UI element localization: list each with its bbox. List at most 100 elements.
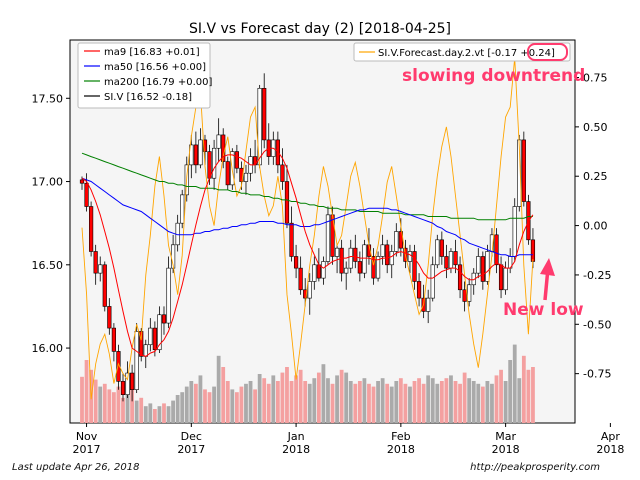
volume-bar	[471, 381, 476, 423]
volume-bar	[271, 375, 276, 423]
volume-bar	[380, 378, 385, 423]
volume-bar	[521, 355, 526, 423]
volume-bar	[312, 378, 317, 423]
indicator-lines	[81, 57, 534, 400]
volume-bar	[248, 381, 253, 423]
x-tick-label-year: 2017	[73, 443, 101, 456]
legend-left: ma9 [16.83 +0.01] ma50 [16.56 +0.00] ma200…	[77, 42, 212, 109]
volume-bar	[175, 395, 180, 423]
footer-last-update: Last update Apr 26, 2018	[12, 462, 140, 473]
volume-bar	[157, 406, 162, 423]
y-right-tick-label: -0.50	[583, 318, 611, 331]
y-right-tick-label: 0.00	[583, 220, 608, 233]
volume-bar	[462, 372, 467, 423]
volume-bar	[499, 369, 503, 423]
candle-body	[467, 284, 472, 302]
ma200-line	[81, 152, 533, 221]
volume-bar	[490, 383, 494, 423]
candle-body	[243, 172, 249, 182]
candle-body	[448, 251, 454, 269]
volume-bar	[307, 383, 312, 423]
x-tick-label-month: Feb	[391, 430, 410, 443]
candle-body	[107, 306, 112, 329]
volume-bar	[330, 383, 335, 423]
volume-bar	[107, 389, 112, 423]
candle-body	[426, 297, 431, 312]
volume-bar	[526, 369, 531, 423]
candle-body	[93, 251, 98, 274]
volume-bar	[166, 406, 171, 423]
candle-body	[116, 351, 121, 382]
volume-bar	[203, 389, 207, 423]
x-tick-label-month: Dec	[181, 430, 202, 443]
y-left-tick-label: 17.00	[32, 176, 64, 189]
volume-bar	[184, 386, 189, 423]
candle-body	[216, 134, 221, 149]
x-tick-label-year: 2017	[177, 443, 205, 456]
legend-label: ma200 [16.79 +0.00]	[104, 77, 212, 88]
volume-bar	[148, 403, 153, 423]
annotation-new-low: New low	[503, 300, 584, 320]
volume-bar	[371, 386, 376, 423]
candle-body	[530, 239, 536, 262]
volume-bar	[152, 409, 157, 423]
volume-bar	[289, 381, 294, 423]
candle-body	[152, 327, 157, 351]
volume-bar	[298, 369, 303, 423]
axes: 16.00 16.50 17.00 17.50 -0.75 -0.50 -0.25 0.00 0…	[32, 72, 625, 456]
candle-body	[225, 161, 230, 186]
candle-body	[503, 267, 508, 291]
volume-bar	[180, 392, 185, 423]
candle-body	[79, 179, 85, 184]
volume-bar	[398, 378, 403, 423]
y-right-tick-label: -0.25	[583, 269, 611, 282]
price-candles	[79, 73, 536, 402]
candle-body	[512, 206, 517, 257]
candle-body	[307, 281, 312, 299]
volume-bar	[335, 375, 339, 423]
volume-bars	[80, 344, 535, 423]
volume-bar	[102, 383, 107, 423]
volume-bar	[80, 376, 84, 423]
volume-bar	[257, 374, 262, 423]
candle-body	[298, 267, 303, 291]
candle-body	[198, 139, 203, 166]
volume-bar	[458, 383, 462, 423]
volume-bar	[531, 367, 535, 423]
candle-body	[375, 256, 381, 279]
footer-source: http://peakprosperity.com	[470, 462, 600, 473]
candle-body	[430, 264, 435, 299]
volume-bar	[367, 383, 371, 423]
candle-body	[476, 256, 481, 274]
volume-bar	[303, 381, 308, 423]
candle-body	[334, 247, 340, 257]
x-tick-label-year: 2018	[492, 443, 520, 456]
candle-body	[139, 331, 144, 357]
legend-label: ma9 [16.83 +0.01]	[104, 47, 200, 58]
volume-bar	[121, 397, 125, 423]
volume-bar	[116, 386, 121, 423]
candle-body	[125, 372, 130, 395]
candle-body	[193, 144, 198, 166]
candle-body	[380, 244, 385, 257]
volume-bar	[517, 378, 522, 423]
candle-body	[371, 256, 376, 279]
y-right-tick-label: 0.50	[583, 121, 608, 134]
volume-bar	[389, 386, 394, 423]
volume-bar	[280, 372, 285, 423]
y-left-tick-label: 16.00	[32, 342, 64, 355]
volume-bar	[344, 372, 349, 423]
x-tick-label-year: 2018	[282, 443, 310, 456]
volume-bar	[193, 383, 198, 423]
candle-body	[353, 247, 358, 262]
volume-bar	[476, 383, 481, 423]
candle-body	[293, 256, 299, 269]
volume-bar	[494, 375, 499, 423]
candle-body	[134, 331, 139, 390]
volume-bar	[285, 367, 289, 423]
candle-body	[325, 214, 331, 262]
candle-body	[412, 251, 417, 282]
volume-bar	[230, 389, 235, 423]
candle-body	[289, 222, 294, 257]
